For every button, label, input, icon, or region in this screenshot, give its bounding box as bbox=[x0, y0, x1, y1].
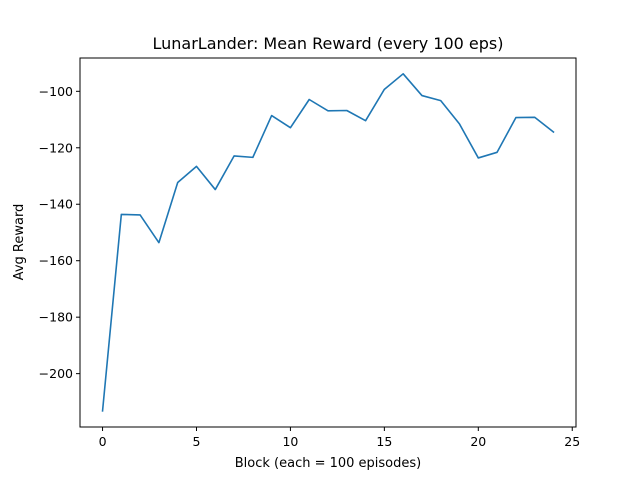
y-tick-label: −140 bbox=[39, 197, 73, 212]
y-tick-label: −120 bbox=[39, 140, 73, 155]
x-axis-label: Block (each = 100 episodes) bbox=[235, 456, 422, 471]
y-tick-label: −100 bbox=[39, 84, 73, 99]
chart-title: LunarLander: Mean Reward (every 100 eps) bbox=[152, 34, 503, 53]
x-tick-label: 15 bbox=[376, 434, 392, 449]
y-axis-ticks: −200 −180 −160 −140 −120 −100 bbox=[39, 84, 80, 381]
series-line bbox=[101, 73, 555, 412]
x-tick-label: 20 bbox=[470, 434, 486, 449]
x-tick-label: 10 bbox=[282, 434, 298, 449]
y-tick-label: −160 bbox=[39, 253, 73, 268]
series-layer bbox=[101, 73, 555, 412]
y-tick-label: −200 bbox=[39, 366, 73, 381]
x-tick-label: 0 bbox=[99, 434, 107, 449]
y-tick-label: −180 bbox=[39, 310, 73, 325]
x-tick-label: 25 bbox=[564, 434, 580, 449]
plot-frame bbox=[79, 57, 577, 428]
plot-area bbox=[80, 58, 576, 427]
x-axis-ticks: 0 5 10 15 20 25 bbox=[99, 427, 580, 449]
x-tick-label: 5 bbox=[193, 434, 201, 449]
y-axis-label: Avg Reward bbox=[12, 204, 27, 281]
